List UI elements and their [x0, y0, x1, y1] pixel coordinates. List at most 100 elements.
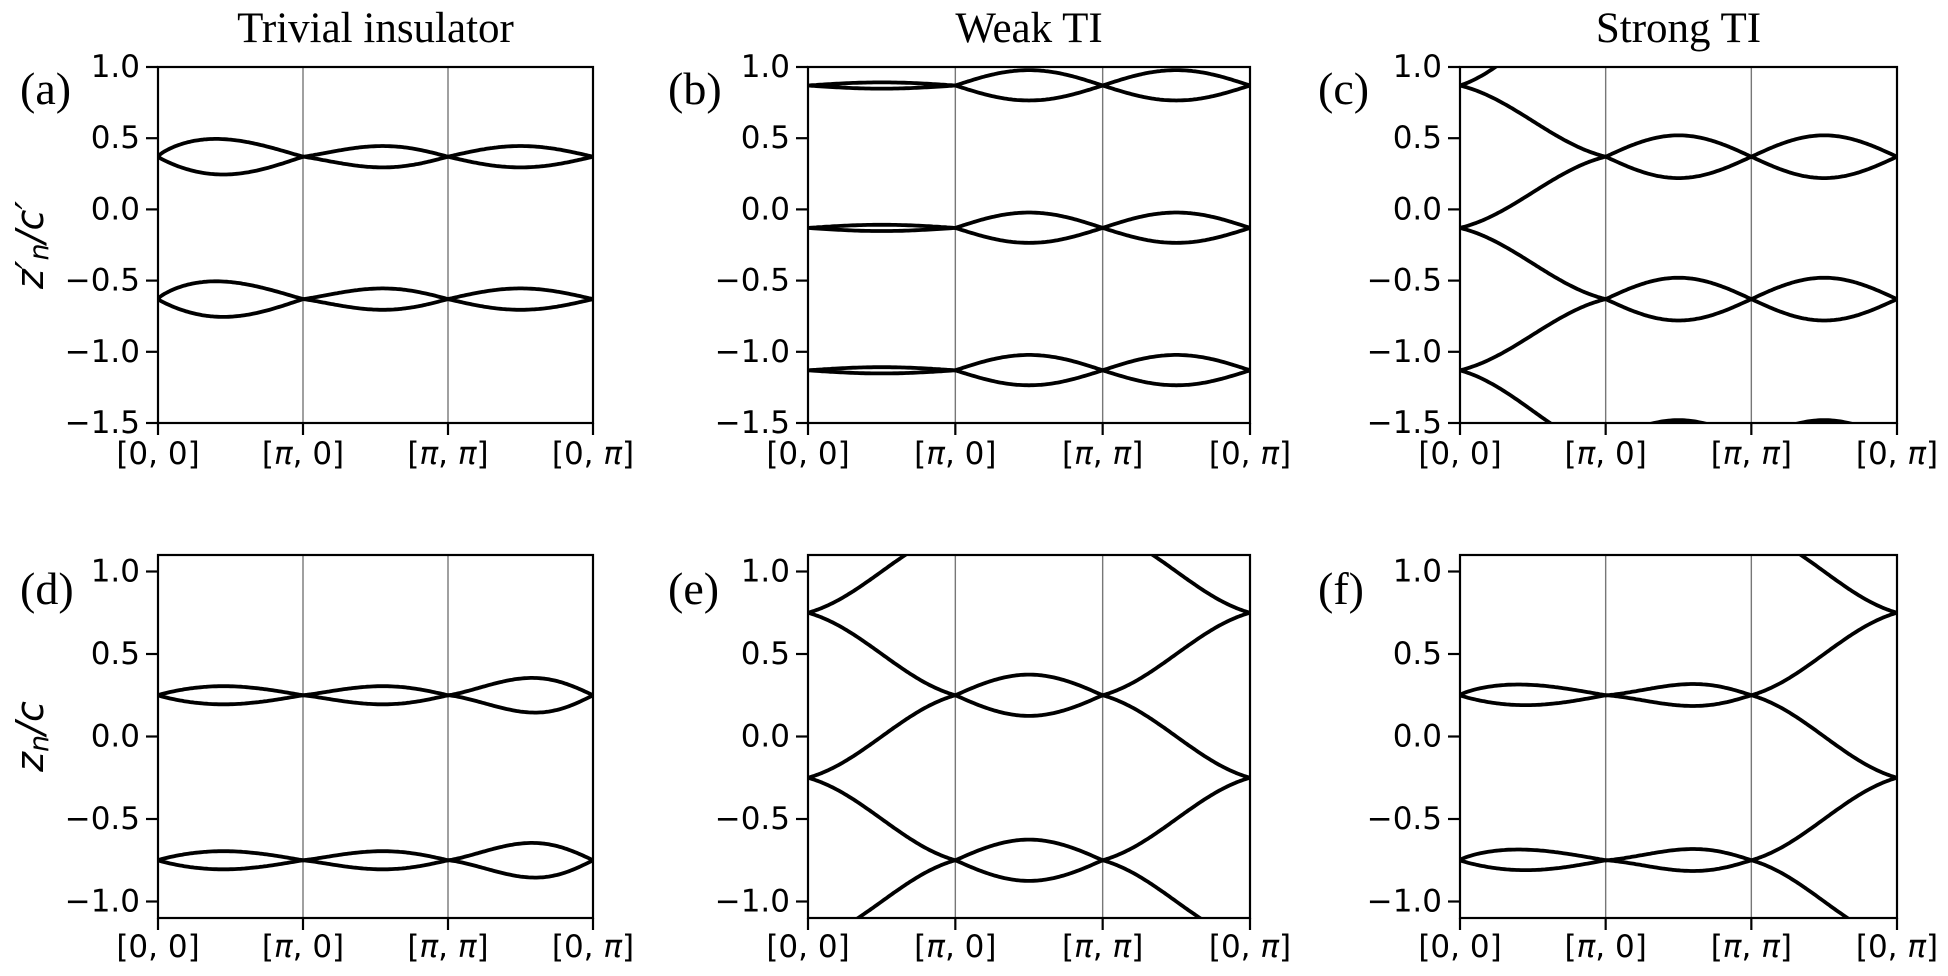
panel-c: 1.0 0.5 0.0 −0.5 −1.0 −1.5[0, 0] [π, 0] [π, π] […	[1367, 49, 1938, 472]
y-tick-label: 0.5	[741, 120, 790, 156]
wannier-band-curve	[1460, 225, 1608, 302]
wannier-band-curve	[446, 858, 593, 880]
y-tick-label: −1.0	[1367, 334, 1442, 370]
wannier-band-curve	[1460, 297, 1608, 373]
panel-d-letter: (d)	[20, 563, 74, 614]
wannier-band-curve	[953, 210, 1105, 230]
y-tick-label: 0.5	[741, 636, 790, 672]
wannier-band-curve	[1460, 67, 1499, 88]
x-tick-label: [0, 0]	[766, 929, 849, 965]
y-tick-label: 1.0	[741, 49, 790, 85]
wannier-band-curve	[854, 858, 958, 918]
panel-e: 1.0 0.5 0.0 −0.5 −1.0 [0, 0] [π, 0] [π, π] [0, π…	[715, 554, 1291, 966]
wannier-band-curve	[1100, 610, 1250, 698]
wannier-band-curve	[808, 368, 958, 376]
x-tick-label: [0, 0]	[766, 436, 849, 472]
x-tick-label: [π, π]	[407, 929, 488, 965]
x-tick-label: [0, π]	[552, 929, 634, 965]
y-tick-label: −0.5	[65, 263, 140, 299]
panel-d: 1.0 0.5 0.0 −0.5 −1.0 [0, 0] [π, 0] [π, π] [0, π…	[65, 554, 634, 966]
wannier-band-curve	[808, 225, 958, 233]
y-tick-label: 0.0	[1393, 191, 1442, 227]
x-tick-label: [π, 0]	[262, 929, 344, 965]
y-tick-label: 0.0	[1393, 719, 1442, 755]
panel-b-letter: (b)	[668, 63, 722, 114]
panel-e-letter: (e)	[668, 563, 719, 614]
x-tick-label: [0, 0]	[1418, 436, 1501, 472]
wannier-band-curve	[1749, 154, 1897, 181]
x-tick-label: [π, π]	[1711, 929, 1792, 965]
wannier-band-curve	[158, 849, 305, 863]
wannier-band-curve	[301, 849, 450, 863]
wannier-band-curve	[1749, 610, 1897, 698]
wannier-band-curve	[1749, 275, 1897, 302]
y-tick-label: −1.0	[715, 334, 790, 370]
y-tick-label: 1.0	[741, 554, 790, 590]
y-tick-label: −0.5	[1367, 263, 1442, 299]
y-tick-label: 0.0	[741, 191, 790, 227]
wannier-band-curve	[953, 837, 1105, 863]
wannier-band-curve	[446, 841, 593, 863]
x-tick-label: [π, 0]	[914, 436, 996, 472]
wannier-band-curve	[953, 68, 1105, 88]
wannier-band-curve	[953, 672, 1105, 698]
wannier-band-curve	[301, 286, 450, 302]
wannier-band-curve	[1603, 682, 1754, 698]
x-tick-label: [π, π]	[1062, 436, 1143, 472]
wannier-band-curve	[1603, 847, 1754, 863]
y-tick-label: 0.0	[91, 191, 140, 227]
wannier-band-curve	[301, 693, 450, 707]
panel-b-frame	[806, 65, 1252, 425]
column-title-3: Strong TI	[1596, 5, 1761, 52]
y-tick-label: 0.5	[91, 120, 140, 156]
y-axis-title-row1: z′n/c′	[8, 201, 55, 290]
panel-f-curves	[1460, 555, 1897, 918]
panel-a-curves	[158, 136, 593, 319]
y-tick-label: −1.5	[1367, 405, 1442, 441]
wannier-band-curve	[158, 136, 305, 159]
wannier-band-curve	[1100, 83, 1250, 103]
wannier-band-curve	[1460, 847, 1608, 863]
wannier-band-curve	[1603, 297, 1754, 323]
wannier-band-curve	[1603, 275, 1754, 302]
wannier-band-curve	[953, 225, 1105, 245]
y-tick-label: 1.0	[1393, 554, 1442, 590]
y-tick-label: 0.5	[91, 636, 140, 672]
y-tick-label: 0.0	[741, 719, 790, 755]
wannier-band-curve	[1749, 858, 1851, 918]
wannier-band-curve	[1460, 693, 1608, 707]
x-tick-label: [0, 0]	[116, 436, 199, 472]
y-tick-label: 0.0	[91, 719, 140, 755]
y-tick-label: −0.5	[715, 801, 790, 837]
wannier-band-curve	[1100, 352, 1250, 373]
panel-b-curves	[808, 68, 1250, 388]
wannier-band-curve	[953, 352, 1105, 373]
panel-b: 1.0 0.5 0.0 −0.5 −1.0 −1.5[0, 0] [π, 0] [π, π] […	[715, 49, 1291, 472]
wannier-band-curve	[1100, 225, 1250, 245]
x-tick-label: [π, 0]	[1565, 929, 1647, 965]
wannier-band-curve	[1100, 68, 1250, 88]
y-tick-label: −1.5	[65, 405, 140, 441]
wannier-band-curve	[446, 693, 593, 715]
wannier-band-curve	[1460, 83, 1608, 159]
wannier-band-curve	[1100, 858, 1204, 918]
y-axis-title-row2: zn/c	[8, 701, 55, 773]
wannier-band-curve	[446, 676, 593, 698]
panel-a-letter: (a)	[20, 63, 71, 114]
wannier-band-curve	[808, 693, 958, 780]
wannier-band-curve	[808, 365, 958, 373]
wannier-band-curve	[1749, 693, 1897, 780]
panel-c-frame	[1458, 65, 1899, 425]
wannier-band-curve	[808, 555, 909, 615]
wannier-band-curve	[1749, 133, 1897, 159]
wannier-band-curve	[1460, 154, 1608, 230]
wannier-band-curve	[446, 286, 593, 302]
wannier-band-curve	[1100, 775, 1250, 863]
wannier-band-curve	[1749, 297, 1897, 323]
wannier-band-curve	[1603, 133, 1754, 159]
wannier-band-curve	[1100, 368, 1250, 388]
x-tick-label: [π, π]	[1062, 929, 1143, 965]
wannier-band-curve	[953, 368, 1105, 388]
